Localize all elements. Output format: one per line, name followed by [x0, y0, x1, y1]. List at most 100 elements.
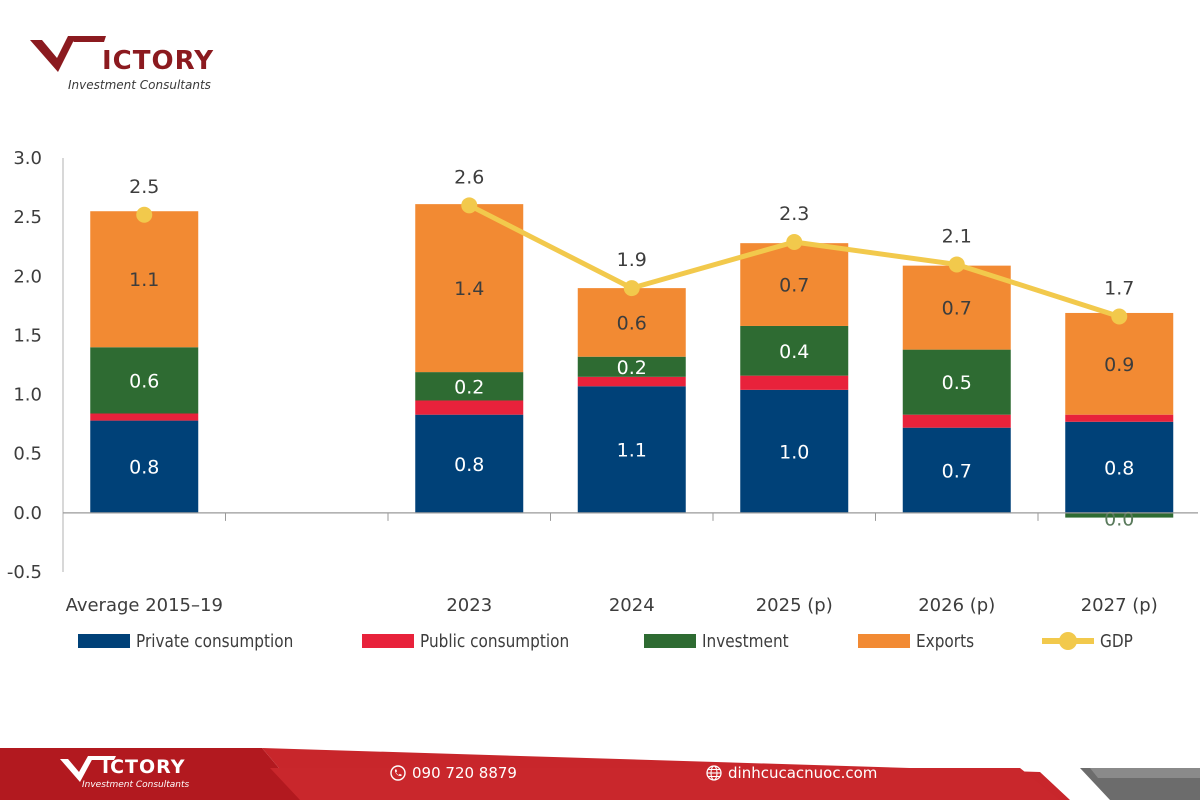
- bar-segment-investment: [577, 356, 686, 377]
- footer-brand-wordmark: ICTORY: [102, 756, 186, 778]
- bar-data-label: 1.1: [617, 440, 647, 462]
- bar-data-label: 0.6: [617, 312, 647, 334]
- bar-data-label: 0.0: [1104, 509, 1134, 531]
- bar-data-label: 0.7: [942, 298, 972, 320]
- y-axis: 3.0 2.5 2.0 1.5 1.0 0.5 0.0 -0.5: [7, 148, 64, 583]
- y-tick-label: 0.5: [13, 444, 42, 465]
- bar-segment-investment: [1065, 512, 1174, 518]
- brand-tagline: Investment Consultants: [68, 78, 211, 92]
- chart-legend: Private consumption Public consumption I…: [0, 628, 1200, 658]
- stacked-bars: 0.8 0.6 1.1 0.8 0.2 1.4 1.1 0.2 0.6 1.0 0.4 0.7 0.7 0…: [90, 204, 1174, 531]
- gdp-point: [948, 256, 965, 273]
- phone-icon: [390, 765, 406, 781]
- gdp-point: [786, 233, 803, 250]
- legend-gdp-marker: [1042, 632, 1094, 650]
- bar-segment-exports: [577, 288, 686, 357]
- bar-data-label: 1.4: [454, 278, 484, 300]
- legend-item-investment: Investment: [644, 628, 804, 654]
- legend-item-exports: Exports: [858, 628, 984, 654]
- bar-data-label: 0.6: [129, 370, 159, 392]
- legend-swatch: [858, 634, 910, 648]
- bar-data-label: 0.2: [454, 376, 484, 398]
- x-tick-label: 2026 (p): [918, 595, 995, 616]
- legend-label: Private consumption: [136, 630, 294, 652]
- legend-swatch: [362, 634, 414, 648]
- bar-segment-private-consumption: [415, 414, 524, 513]
- bar-segment-private-consumption: [1065, 421, 1174, 513]
- globe-icon: [706, 765, 722, 781]
- bar-data-label: 0.9: [1104, 354, 1134, 376]
- footer-logo: ICTORY Investment Consultants: [58, 752, 298, 798]
- bar-segment-public-consumption: [902, 414, 1011, 428]
- bar-segment-exports: [415, 204, 524, 373]
- brand-logo: ICTORY Investment Consultants: [28, 30, 238, 100]
- bar-segment-private-consumption: [740, 389, 849, 513]
- bar-segment-public-consumption: [740, 375, 849, 390]
- x-tick-label: 2023: [446, 595, 492, 616]
- bar-segment-investment: [415, 372, 524, 401]
- legend-item-gdp: GDP: [1040, 628, 1139, 654]
- phone-number: 090 720 8879: [412, 764, 517, 782]
- footer-background: [0, 748, 1200, 800]
- legend-label: GDP: [1100, 630, 1133, 652]
- bar-data-label: 1.0: [779, 441, 809, 463]
- gdp-point: [623, 280, 640, 297]
- gdp-point: [461, 197, 478, 214]
- y-tick-label: 1.5: [13, 325, 42, 346]
- x-tick-label: 2027 (p): [1081, 595, 1158, 616]
- gdp-data-label: 2.3: [779, 203, 809, 225]
- bar-data-label: 0.8: [129, 457, 159, 479]
- legend-item-private-consumption: Private consumption: [78, 628, 321, 654]
- bar-data-label: 0.7: [779, 275, 809, 297]
- footer-bar: ICTORY Investment Consultants 090 720 88…: [0, 748, 1200, 800]
- legend-swatch: [644, 634, 696, 648]
- legend-label: Public consumption: [420, 630, 570, 652]
- bar-segment-exports: [90, 211, 199, 348]
- y-tick-label: 2.0: [13, 266, 42, 287]
- x-tick-label: 2024: [609, 595, 655, 616]
- bar-segment-public-consumption: [577, 376, 686, 387]
- gdp-data-label: 1.7: [1104, 278, 1134, 300]
- bar-segment-public-consumption: [415, 400, 524, 415]
- bar-segment-exports: [1065, 312, 1174, 415]
- bar-data-label: 0.5: [942, 372, 972, 394]
- y-tick-label: 0.0: [13, 503, 42, 524]
- y-tick-label: 3.0: [13, 148, 42, 169]
- legend-item-public-consumption: Public consumption: [362, 628, 596, 654]
- bar-segment-exports: [740, 243, 849, 326]
- gdp-contribution-chart: 3.02.52.01.51.00.50.0-0.5 0.80.61.10.80.…: [7, 148, 1198, 616]
- brand-wordmark: ICTORY: [102, 46, 215, 76]
- bar-data-label: 0.4: [779, 341, 809, 363]
- y-tick-label: 1.0: [13, 385, 42, 406]
- footer-website[interactable]: dinhcucacnuoc.com: [706, 764, 877, 782]
- bar-segment-private-consumption: [90, 420, 199, 513]
- bar-segment-investment: [902, 349, 1011, 415]
- x-tick-label: 2025 (p): [756, 595, 833, 616]
- footer-brand-tagline: Investment Consultants: [82, 780, 190, 790]
- gdp-data-label: 1.9: [617, 249, 647, 271]
- y-tick-label: 2.5: [13, 207, 42, 228]
- bar-data-label: 0.8: [1104, 457, 1134, 479]
- gdp-point: [136, 206, 153, 223]
- bar-segment-private-consumption: [577, 386, 686, 513]
- victory-v-mark: [60, 756, 116, 782]
- gdp-point: [1111, 308, 1128, 325]
- gdp-line: 2.5 2.6 1.9 2.3 2.1 1.7: [129, 166, 1134, 325]
- gdp-data-label: 2.6: [454, 166, 484, 188]
- bar-data-label: 0.7: [942, 460, 972, 482]
- bar-data-label: 0.8: [454, 454, 484, 476]
- website-url: dinhcucacnuoc.com: [728, 764, 878, 782]
- x-axis: Average 2015–19 2023 2024 2025 (p) 2026 (p) 2…: [63, 512, 1198, 616]
- bar-data-label: 0.2: [617, 357, 647, 379]
- victory-v-mark: [30, 36, 106, 72]
- bar-segment-public-consumption: [1065, 414, 1174, 422]
- bar-segment-private-consumption: [902, 427, 1011, 513]
- legend-swatch: [78, 634, 130, 648]
- legend-label: Exports: [916, 630, 975, 652]
- legend-label: Investment: [702, 630, 789, 652]
- x-tick-label: Average 2015–19: [66, 595, 223, 616]
- y-tick-label: -0.5: [7, 562, 42, 583]
- bar-data-label: 1.1: [129, 269, 159, 291]
- footer-phone[interactable]: 090 720 8879: [390, 764, 517, 782]
- bar-segment-investment: [90, 347, 199, 414]
